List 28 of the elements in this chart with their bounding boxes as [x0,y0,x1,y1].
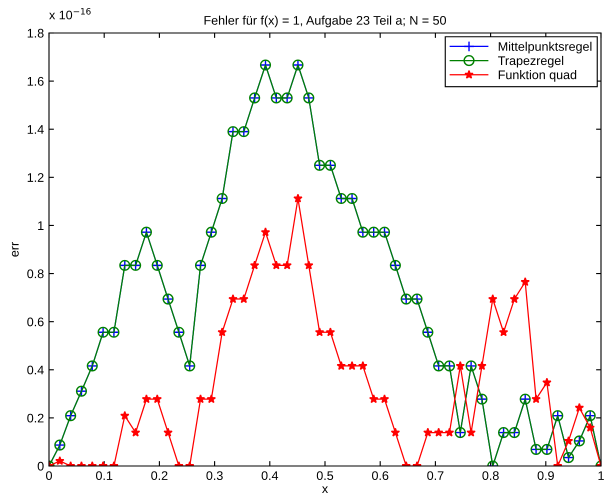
y-tick-label: 1.8 [28,28,44,38]
x-tick-label: 0.5 [316,471,334,480]
y-tick-label: 1.4 [28,125,44,134]
legend-label: Mittelpunktsregel [498,42,592,54]
x-tick-label: 0.3 [206,471,223,480]
x-axis-title: x [322,486,328,493]
x-tick-label: 0.1 [96,471,112,480]
text: x 10$^{−16}$ [49,8,91,20]
chart-title: Fehler für f(x) = 1, Aufgabe 23 Teil a; N = 50 [204,16,446,28]
y-tick-label: 1 [38,221,44,230]
y-tick-label: 1.2 [28,173,44,182]
x-tick-label: 0.6 [372,471,388,480]
y-tick-label: 0 [38,462,44,471]
y-tick-label: 0.2 [27,414,44,423]
x-tick-label: 0 [46,471,52,480]
legend-label: Funktion quad [498,70,576,82]
legend-label: Trapezregel [498,56,564,68]
y-tick-label: 0.4 [27,366,44,374]
x-tick-label: 0.7 [427,471,444,480]
x-tick-label: 1 [598,471,604,480]
y-tick-label: 0.8 [27,269,44,278]
y-tick-label: 0.6 [27,317,44,326]
x-tick-label: 0.2 [151,471,168,480]
x-tick-label: 0.8 [482,471,499,480]
y-tick-label: 1.6 [28,76,44,86]
x-tick-label: 0.9 [538,471,554,480]
y-axis-title: err [12,242,19,257]
x-tick-label: 0.4 [262,471,278,480]
